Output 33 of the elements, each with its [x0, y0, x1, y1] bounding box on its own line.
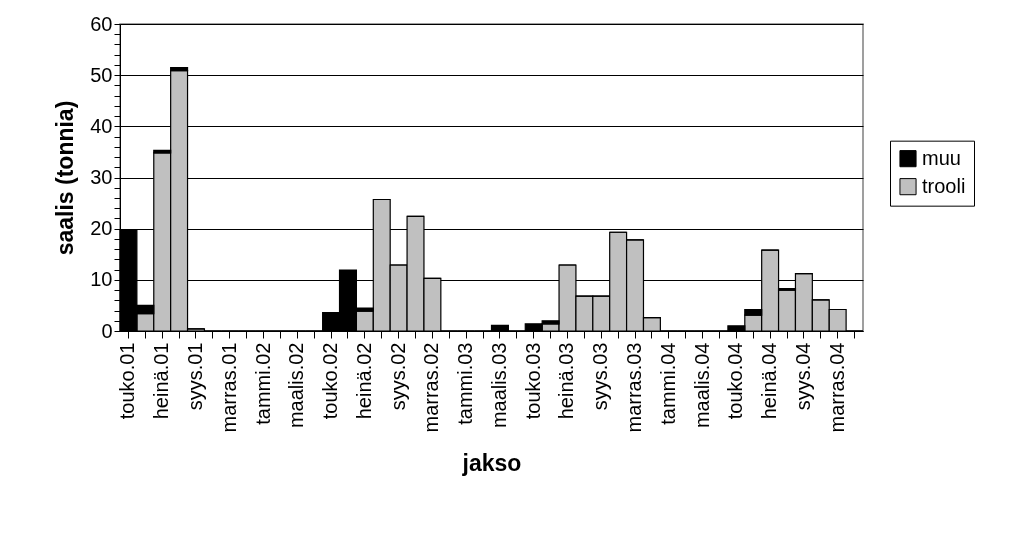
x-tick-label: syys.02 [386, 342, 409, 411]
x-tick-label: syys.04 [791, 342, 814, 411]
x-tick-label: heinä.01 [150, 342, 173, 420]
x-tick-label: maalis.02 [285, 342, 308, 429]
x-tick-label: tammi.04 [656, 342, 679, 425]
y-tick-label: 50 [90, 63, 113, 86]
x-tick-label: maalis.03 [487, 342, 510, 429]
y-tick-label: 10 [90, 268, 113, 291]
x-tick-label: touko.04 [724, 342, 747, 420]
x-tick-label: touko.03 [521, 342, 544, 420]
x-tick-label: marras.02 [420, 342, 443, 433]
x-tick-label: syys.03 [589, 342, 612, 411]
x-tick-label: marras.01 [217, 342, 240, 433]
x-tick-label: maalis.04 [690, 342, 713, 429]
x-tick-label: marras.03 [623, 342, 646, 433]
x-tick-label: marras.04 [825, 342, 848, 433]
x-tick-label: syys.01 [183, 342, 206, 411]
legend-label: trooli [922, 174, 966, 197]
x-tick-label: touko.01 [116, 342, 139, 420]
y-tick-label: 60 [90, 12, 113, 35]
legend-label: muu [922, 146, 961, 169]
x-axis-title: jakso [461, 449, 522, 476]
x-tick-label: touko.02 [319, 342, 342, 420]
x-tick-label: heinä.03 [555, 342, 578, 420]
y-axis-title: saalis (tonnia) [52, 100, 79, 256]
y-tick-label: 40 [90, 114, 113, 137]
y-tick-label: 20 [90, 217, 113, 240]
y-tick-label: 0 [101, 319, 113, 342]
y-tick-label: 30 [90, 166, 113, 188]
x-tick-label: heinä.04 [758, 342, 781, 420]
x-tick-label: tammi.02 [251, 342, 274, 425]
x-tick-label: tammi.03 [454, 342, 477, 425]
x-tick-label: heinä.02 [352, 342, 375, 420]
